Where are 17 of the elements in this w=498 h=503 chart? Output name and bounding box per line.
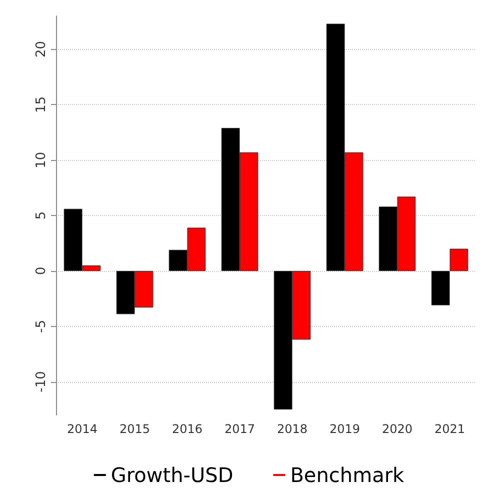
x-tick-label: 2016 — [172, 422, 203, 436]
x-tick-label: 2014 — [66, 422, 98, 436]
y-tick-label: 10 — [34, 152, 49, 168]
x-tick-label: 2019 — [329, 422, 360, 436]
y-tick-label: 5 — [34, 211, 49, 220]
y-tick-label: 0 — [34, 266, 49, 276]
x-tick-label: 2018 — [276, 422, 308, 436]
x-tick-label: 2021 — [434, 422, 466, 436]
y-tick-label: 15 — [34, 96, 49, 113]
y-tick-label: 20 — [34, 40, 49, 58]
x-tick-label: 2017 — [224, 422, 256, 436]
x-tick-label: 2020 — [382, 422, 413, 436]
legend-label: Growth-USD — [110, 463, 234, 487]
y-tick-label: -5 — [34, 320, 49, 333]
x-tick-label: 2015 — [119, 422, 150, 436]
legend-label: Benchmark — [290, 463, 405, 487]
y-tick-label: -10 — [34, 371, 49, 392]
